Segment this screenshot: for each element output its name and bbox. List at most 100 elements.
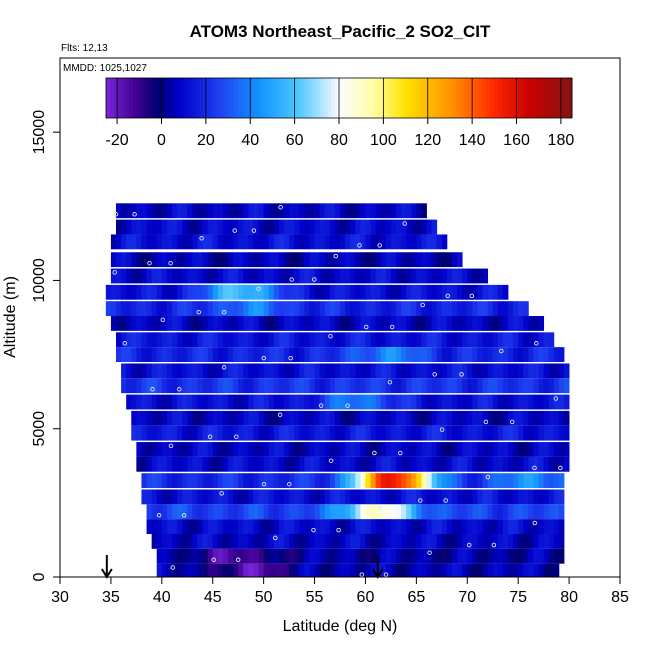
heat-cell [528, 410, 534, 426]
heat-cell [375, 442, 382, 457]
heat-cell [238, 203, 244, 219]
heat-cell [472, 301, 478, 317]
heat-cell [217, 410, 224, 426]
heat-cell [350, 425, 356, 441]
heat-cell [390, 234, 397, 250]
heat-cell [421, 347, 427, 362]
heat-cell [177, 268, 183, 284]
heat-cell [324, 394, 331, 410]
heat-cell [268, 284, 275, 300]
heat-cell [146, 252, 153, 268]
heat-cell [492, 316, 499, 331]
heat-cell [289, 234, 295, 250]
heat-cell [304, 473, 310, 489]
heat-cell [457, 489, 463, 505]
heat-cell [523, 519, 529, 534]
heat-cell [136, 219, 142, 235]
heat-cell [487, 394, 494, 410]
heat-cell [110, 284, 117, 300]
heat-cell [436, 347, 443, 362]
heat-cell [222, 504, 229, 520]
heat-cell [334, 394, 341, 410]
heat-cell [385, 504, 392, 520]
heat-cell [253, 442, 259, 457]
heat-cell [528, 394, 534, 410]
heat-cell [192, 268, 198, 284]
heat-cell [253, 519, 259, 534]
heat-cell [289, 489, 295, 505]
heat-cell [385, 519, 392, 534]
heat-cell [304, 219, 310, 235]
heat-cell [452, 504, 458, 520]
colorbar-cell [210, 78, 216, 118]
heat-cell [411, 284, 417, 300]
heat-cell [126, 347, 132, 362]
heat-cell [314, 347, 321, 362]
heat-cell [375, 252, 382, 268]
heat-cell [401, 252, 407, 268]
profile-band [110, 268, 489, 284]
heat-cell [350, 219, 356, 235]
heat-cell [233, 456, 239, 472]
heat-cell [416, 534, 422, 549]
heat-cell [278, 252, 285, 268]
colorbar-cell [370, 78, 375, 118]
heat-cell [299, 284, 305, 300]
heat-cell [370, 473, 377, 489]
heat-cell [426, 425, 433, 441]
heat-cell [329, 456, 336, 472]
heat-cell [411, 425, 417, 441]
heat-cell [314, 301, 321, 317]
profile-band [116, 347, 565, 362]
heat-cell [482, 504, 489, 520]
heat-cell [370, 332, 377, 348]
heat-cell [197, 347, 203, 362]
heat-cell [207, 489, 214, 505]
heat-cell [253, 563, 259, 577]
heat-cell [131, 425, 137, 441]
heat-cell [238, 378, 244, 394]
heat-cell [172, 456, 178, 472]
heat-cell [324, 442, 331, 457]
heat-cell [487, 410, 494, 426]
heat-cell [426, 473, 433, 489]
heat-cell [482, 456, 489, 472]
x-tick-label: 60 [357, 589, 375, 606]
heat-cell [543, 473, 550, 489]
heat-cell [370, 394, 377, 410]
heat-cell [222, 316, 229, 331]
heat-cell [416, 504, 422, 520]
heat-cell [289, 268, 295, 284]
heat-cell [177, 332, 183, 348]
heat-cell [329, 284, 336, 300]
heat-cell [284, 284, 290, 300]
sample-point [232, 228, 237, 233]
heat-cell [273, 252, 280, 268]
colorbar: -20 0 20 40 60 80 100 120 140 160 180 [106, 77, 574, 149]
heat-cell [294, 203, 300, 219]
heat-cell [131, 203, 137, 219]
heat-cell [553, 563, 560, 577]
heat-cell [309, 219, 315, 235]
heat-cell [441, 394, 448, 410]
sample-point [311, 527, 316, 533]
heat-cell [487, 301, 494, 317]
heat-cell [441, 301, 448, 317]
heat-cell [502, 548, 509, 564]
heat-cell [482, 316, 489, 331]
heat-cell [452, 284, 458, 300]
heat-cell [161, 425, 168, 441]
heat-cell [436, 316, 443, 331]
sample-point [483, 419, 489, 425]
heat-cell [141, 473, 147, 489]
heat-cell [172, 489, 178, 505]
heat-cell [543, 378, 550, 394]
colorbar-cell [478, 78, 484, 118]
heat-cell [172, 252, 178, 268]
heat-cell [467, 473, 473, 489]
heat-cell [212, 473, 219, 489]
heat-cell [334, 316, 341, 331]
heat-cell [492, 548, 499, 564]
heat-cell [508, 456, 514, 472]
heat-cell [538, 442, 545, 457]
